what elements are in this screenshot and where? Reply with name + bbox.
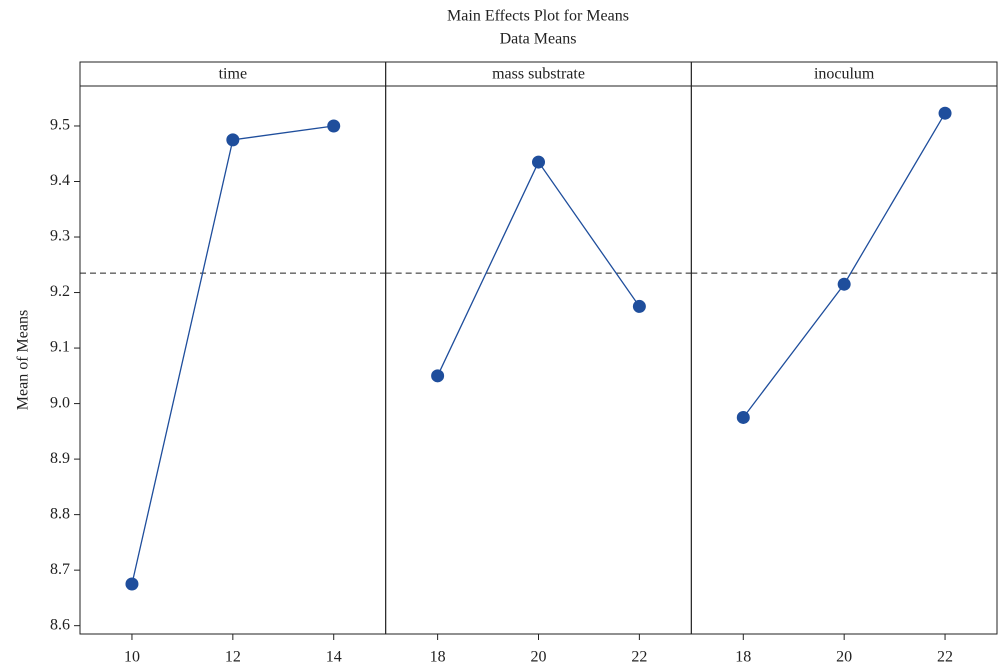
panel-title: mass substrate [492, 66, 585, 83]
x-tick-label: 14 [326, 649, 342, 666]
x-tick-label: 22 [631, 649, 647, 666]
y-tick-label: 8.9 [50, 450, 70, 467]
data-point [632, 299, 646, 313]
x-tick-label: 22 [937, 649, 953, 666]
y-tick-label: 8.6 [50, 616, 70, 633]
panel-frame [690, 85, 998, 635]
panel-frame [79, 85, 387, 635]
x-tick-label: 18 [735, 649, 751, 666]
chart-subtitle: Data Means [500, 31, 577, 48]
series-line [131, 125, 334, 585]
data-point [532, 155, 545, 169]
y-tick-label: 9.2 [50, 283, 70, 300]
x-tick-label: 10 [124, 649, 140, 666]
x-tick-label: 12 [225, 649, 241, 666]
data-point [125, 577, 139, 591]
chart-title: Main Effects Plot for Means [447, 8, 629, 25]
data-point [736, 410, 750, 424]
data-point [837, 277, 851, 291]
y-tick-label: 9.1 [50, 339, 70, 356]
y-tick-label: 8.7 [50, 561, 70, 578]
x-tick-label: 18 [430, 649, 446, 666]
y-axis-label: Mean of Means [15, 310, 32, 410]
y-tick-label: 9.5 [50, 117, 70, 134]
x-tick-label: 20 [836, 649, 852, 666]
data-point [226, 133, 240, 147]
y-tick-label: 9.4 [50, 172, 70, 189]
series-line [742, 112, 946, 418]
data-point [938, 106, 952, 120]
series-line [437, 160, 640, 377]
y-tick-label: 9.0 [50, 394, 70, 411]
x-tick-label: 20 [531, 649, 547, 666]
data-point [431, 369, 445, 383]
data-point [327, 119, 341, 133]
panel-title: inoculum [814, 66, 875, 83]
y-tick-label: 8.8 [50, 505, 70, 522]
y-tick-label: 9.3 [50, 228, 70, 245]
panel-title: time [219, 66, 247, 83]
